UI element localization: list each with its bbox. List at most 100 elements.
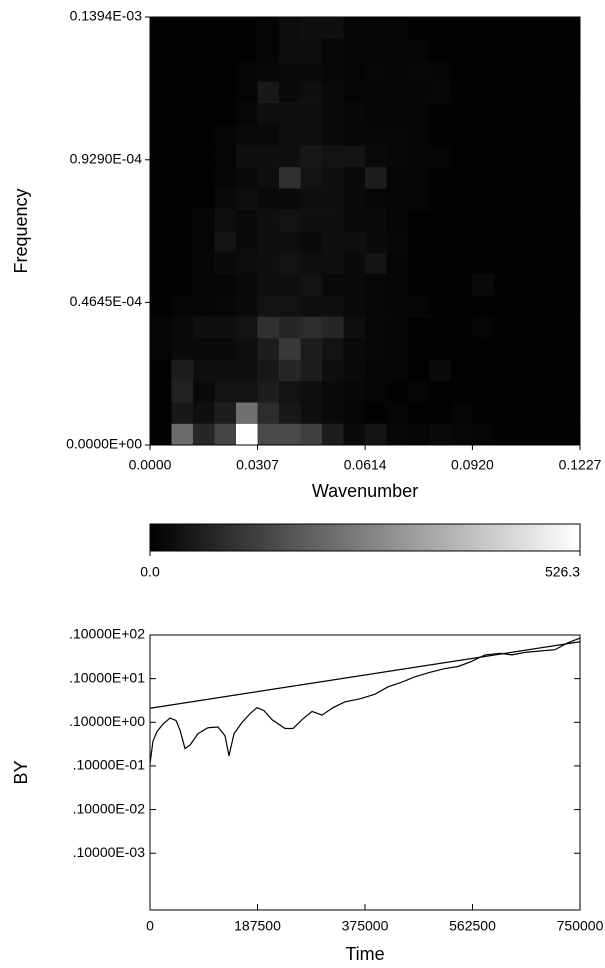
heatmap-cell [472,17,495,39]
heatmap-cell [472,166,495,189]
heatmap-cell [193,316,215,339]
heatmap-cell [472,295,495,317]
heatmap-cell [257,166,280,189]
heatmap-cell [214,273,237,296]
heatmap-cell [279,188,301,210]
heatmap-cell [236,59,258,82]
heatmap-cell [429,231,452,253]
heatmap-cell [494,166,516,189]
heatmap-cell [365,273,387,296]
heatmap-cell [279,402,301,424]
heatmap-cell [150,124,172,146]
heatmap-cell [150,316,172,339]
heatmap-cell [300,17,323,39]
heatmap-cell [408,295,430,317]
heatmap-cell [171,59,194,82]
heatmap-cell [451,59,473,82]
heatmap-cell [558,209,581,232]
heatmap-cell [429,59,452,82]
heatmap-cell [257,338,280,360]
heatmap-cell [451,273,473,296]
heatmap-cell [537,273,559,296]
heatmap-cell [150,145,172,168]
heatmap-cell [537,81,559,103]
heatmap-cell [300,209,323,232]
heatmap-cell [558,252,581,275]
heatmap-cell [300,166,323,189]
heatmap-cell [236,145,258,168]
heatmap-cell [515,359,538,382]
heatmap-cell [279,359,301,382]
heatmap-cell [494,231,516,253]
heatmap-cell [257,380,280,403]
heatmap-cell [322,81,344,103]
heatmap-cell [193,17,215,39]
heatmap-cell [322,252,344,275]
heatmap-cell [365,188,387,210]
heatmap-cell [515,338,538,360]
heatmap-cell [451,188,473,210]
heatmap-cell [150,166,172,189]
heatmap-cell [537,188,559,210]
heatmap-cell [451,81,473,103]
heatmap-cell [257,273,280,296]
heatmap-cell [279,380,301,403]
y-tick-label: 0.4645E-04 [70,293,143,309]
heatmap-cell [515,231,538,253]
heatmap-cell [279,316,301,339]
heatmap-cell [537,145,559,168]
heatmap-cell [322,166,344,189]
heatmap-cell [279,338,301,360]
heatmap-cell [257,17,280,39]
heatmap-cell [257,231,280,253]
heatmap-cell [472,338,495,360]
heatmap-cell [322,316,344,339]
heatmap-cell [236,402,258,424]
heatmap-cell [429,124,452,146]
heatmap-cell [171,17,194,39]
heatmap-cell [537,102,559,125]
heatmap-cell [322,295,344,317]
heatmap-cell [429,359,452,382]
heatmap-cell [386,102,409,125]
y-axis-title: Frequency [11,188,31,273]
heatmap-cell [171,209,194,232]
heatmap-cell [343,231,366,253]
heatmap-cell [236,124,258,146]
heatmap-cell [386,38,409,61]
heatmap-cell [515,252,538,275]
heatmap-cell [214,166,237,189]
heatmap-cell [214,102,237,125]
heatmap-cell [408,81,430,103]
x-axis-title: Wavenumber [312,481,418,501]
heatmap-cell [150,338,172,360]
heatmap-cell [451,423,473,446]
heatmap-cell [537,338,559,360]
heatmap-cell [472,209,495,232]
heatmap-cell [150,17,172,39]
heatmap-cell [537,38,559,61]
heatmap-cell [365,102,387,125]
heatmap-cell [257,59,280,82]
heatmap-cell [300,188,323,210]
y-tick-label: .10000E+00 [69,713,145,729]
heatmap-cell [365,231,387,253]
heatmap-cell [365,166,387,189]
heatmap-cell [257,124,280,146]
heatmap-cell [386,273,409,296]
heatmap-cell [408,402,430,424]
heatmap-cell [472,423,495,446]
y-tick-label: .10000E-03 [73,844,146,860]
heatmap-cell [365,338,387,360]
heatmap-cell [322,209,344,232]
heatmap-cell [494,81,516,103]
heatmap-cell [494,423,516,446]
heatmap-cell [236,17,258,39]
heatmap-cell [150,380,172,403]
heatmap-cell [515,380,538,403]
heatmap-cell [171,81,194,103]
heatmap-cell [193,102,215,125]
heatmap-cell [515,81,538,103]
heatmap-cell [279,145,301,168]
heatmap-cell [451,124,473,146]
